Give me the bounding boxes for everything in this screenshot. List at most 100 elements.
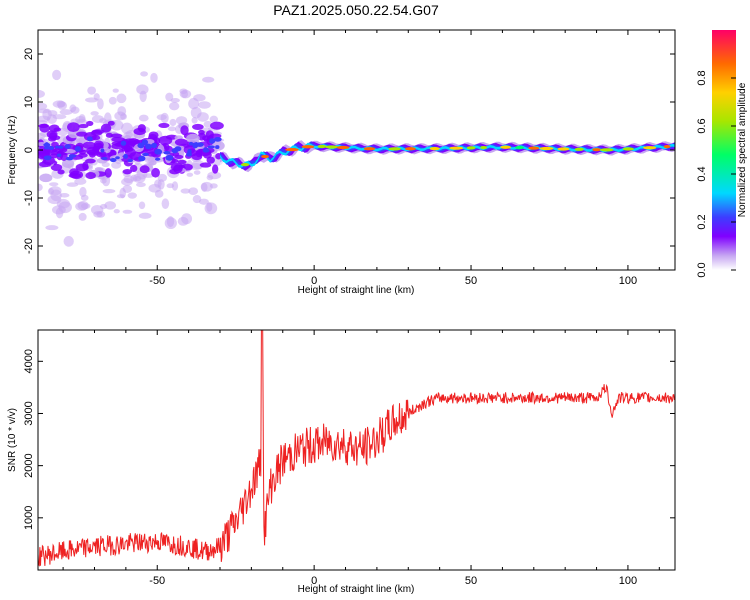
spectrogram-cell — [45, 225, 59, 231]
spectrogram-cell — [199, 162, 212, 168]
snr-panel: -50 0 50 100 1000 2000 3000 4000 Height of stra… — [7, 329, 676, 595]
spectrogram-cell — [79, 186, 87, 198]
spectrogram-cell — [39, 173, 53, 183]
spectrogram-ylabel: Frequency (Hz) — [7, 116, 18, 185]
spectrogram-cell — [38, 102, 48, 110]
spectrogram-cell — [557, 147, 570, 151]
spectrogram-cell — [49, 124, 60, 133]
spectrogram-cell — [209, 115, 219, 123]
spectrogram-cell — [643, 146, 657, 150]
spectrogram-cell — [186, 133, 200, 143]
spectrogram-cell — [163, 150, 171, 155]
spectrogram-cell — [170, 162, 184, 171]
spectrogram-cell — [64, 144, 71, 149]
spectrogram-cell — [187, 149, 192, 155]
spectrogram-ytick-label: 0 — [23, 147, 35, 153]
spectrogram-cell — [61, 158, 75, 168]
spectrogram-cell — [198, 101, 211, 109]
spectrogram-cell — [80, 203, 91, 209]
colorbar-tick-label: 0.4 — [696, 166, 708, 181]
colorbar-label: Normalized spectral amplitude — [737, 82, 748, 217]
spectrogram-cell — [622, 147, 634, 151]
spectrogram-cell — [191, 116, 198, 124]
spectrogram-xtick-label: 0 — [311, 275, 317, 287]
spectrogram-cell — [203, 120, 213, 128]
spectrogram-cell — [129, 164, 138, 173]
spectrogram-marks — [38, 69, 675, 247]
spectrogram-cell — [325, 145, 339, 149]
spectrogram-cell — [151, 142, 158, 149]
spectrogram-cell — [157, 173, 167, 182]
spectrogram-cell — [336, 145, 350, 150]
spectrogram-cell — [138, 155, 146, 162]
spectrogram-cell — [122, 168, 133, 175]
spectrogram-cell — [101, 156, 108, 161]
spectrogram-cell — [151, 167, 160, 178]
spectrogram-cell — [165, 134, 178, 140]
spectrogram-cell — [404, 147, 416, 151]
spectrogram-cell — [429, 146, 440, 151]
spectrogram-ytick-label: -10 — [23, 190, 35, 206]
spectrogram-cell — [480, 145, 487, 150]
spectrogram-cell — [75, 163, 89, 172]
spectrogram-cell — [120, 140, 127, 146]
spectrogram-cell — [38, 123, 49, 128]
spectrogram-cell — [78, 114, 86, 123]
spectrogram-cell — [93, 93, 100, 101]
spectrogram-cell — [98, 151, 107, 157]
spectrogram-cell — [59, 109, 73, 115]
spectrogram-cell — [46, 114, 57, 124]
chart-title: PAZ1.2025.050.22.54.G07 — [273, 2, 439, 18]
spectrogram-cell — [388, 147, 401, 151]
spectrogram-cell — [285, 147, 299, 152]
spectrogram-cell — [189, 141, 194, 146]
spectrogram-cell — [515, 146, 524, 150]
spectrogram-cell — [87, 86, 97, 95]
spectrogram-cell — [169, 118, 177, 127]
spectrogram-cell — [90, 204, 104, 215]
spectrogram-cell — [261, 154, 269, 159]
spectrogram-cell — [38, 108, 50, 114]
spectrogram-cell — [46, 130, 58, 139]
spectrogram-cell — [43, 155, 52, 161]
snr-ylabel: SNR (10 * v/v) — [7, 408, 18, 472]
spectrogram-cell — [67, 122, 80, 133]
spectrogram-cell — [165, 92, 174, 102]
spectrogram-panel: -50 0 50 100 -20 -10 0 10 20 Height of straight … — [7, 29, 676, 296]
colorbar-gradient — [712, 30, 736, 270]
spectrogram-cell — [78, 152, 88, 158]
spectrogram-cell — [150, 72, 158, 83]
snr-ytick-label: 1000 — [23, 506, 35, 530]
spectrogram-cell — [43, 146, 52, 150]
spectrogram-cell — [38, 132, 46, 139]
spectrogram-cell — [47, 187, 55, 195]
spectrogram-cell — [127, 158, 133, 163]
colorbar-tick-label: 0.2 — [696, 214, 708, 229]
spectrogram-cell — [43, 142, 51, 147]
snr-xtick-label: 0 — [311, 575, 317, 587]
spectrogram-cell — [206, 174, 214, 181]
spectrogram-cell — [539, 146, 554, 151]
spectrogram-xtick-label: 100 — [619, 275, 637, 287]
spectrogram-cell — [50, 163, 63, 171]
spectrogram-cell — [113, 209, 120, 214]
colorbar: 0.0 0.2 0.4 0.6 0.8 Normalized spectral ampl… — [696, 30, 748, 278]
spectrogram-cell — [203, 147, 208, 151]
spectrogram-cell — [121, 147, 134, 152]
spectrogram-cell — [148, 131, 159, 139]
spectrogram-cell — [76, 131, 88, 137]
spectrogram-cell — [38, 89, 45, 98]
colorbar-tick-label: 0.8 — [696, 70, 708, 85]
spectrogram-cell — [145, 143, 152, 150]
spectrogram-cell — [466, 146, 476, 150]
spectrogram-cell — [85, 171, 96, 180]
spectrogram-xlabel: Height of straight line (km) — [298, 285, 415, 296]
spectrogram-cell — [91, 135, 101, 141]
snr-ytick-label: 2000 — [23, 453, 35, 477]
spectrogram-cell — [78, 212, 87, 221]
spectrogram-cell — [180, 188, 191, 194]
snr-ytick-label: 3000 — [23, 401, 35, 425]
spectrogram-cell — [207, 145, 216, 149]
colorbar-tick-label: 0.0 — [696, 262, 708, 277]
